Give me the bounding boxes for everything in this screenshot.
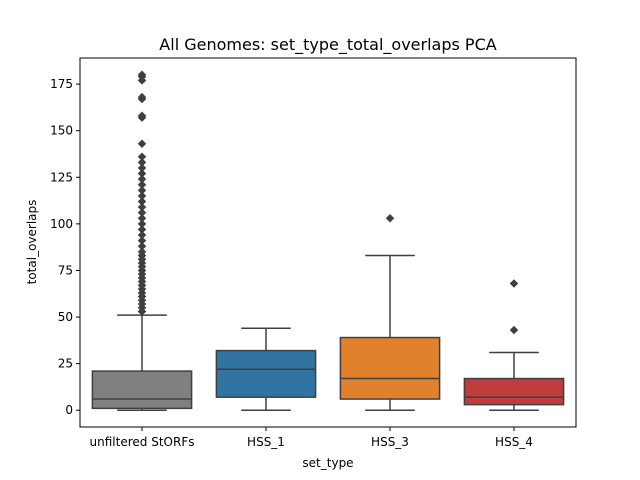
outlier-point (137, 111, 147, 121)
y-axis: 0 25 50 75 100 125 150 175 (50, 77, 80, 417)
plot-area (91, 70, 565, 411)
plot-frame (79, 57, 577, 428)
outlier-point (137, 92, 147, 102)
outlier-point (137, 174, 147, 184)
outlier-point (137, 230, 147, 240)
outlier-point (137, 158, 147, 167)
outlier-point (137, 213, 147, 223)
outlier-point (137, 191, 147, 201)
y-tick-label: 25 (58, 357, 73, 371)
box-group-unfiltered-storfs (91, 70, 193, 411)
chart-title: All Genomes: set_type_total_overlaps PCA (159, 35, 496, 55)
x-axis-label: set_type (302, 456, 353, 470)
outlier-point (137, 208, 147, 218)
y-axis-label: total_overlaps (25, 200, 39, 285)
outlier-point (509, 325, 519, 335)
box-iqr (463, 377, 565, 406)
y-tick-label: 0 (65, 403, 73, 417)
box-iqr (91, 370, 193, 410)
outlier-point (137, 139, 147, 149)
y-tick-label: 100 (50, 217, 73, 231)
outlier-point (137, 202, 147, 212)
outlier-point (137, 241, 147, 251)
outlier-point (137, 197, 147, 206)
box-iqr (339, 336, 441, 400)
outlier-point (385, 213, 395, 223)
outlier-point (137, 219, 147, 229)
outlier-point (137, 225, 147, 234)
y-tick-label: 125 (50, 170, 73, 184)
y-tick-label: 75 (58, 263, 73, 277)
outlier-point (137, 185, 147, 195)
outlier-point (137, 152, 147, 162)
outlier-point (137, 180, 147, 190)
outlier-point (137, 236, 147, 245)
x-axis: unfiltered StORFs HSS_1 HSS_3 HSS_4 (90, 427, 533, 449)
box-group-hss-4 (463, 279, 565, 411)
x-tick-label: HSS_4 (495, 435, 533, 449)
outlier-point (509, 279, 519, 288)
box-group-hss-3 (339, 213, 441, 411)
y-tick-label: 150 (50, 124, 73, 138)
outlier-point (137, 163, 147, 173)
y-tick-label: 175 (50, 77, 73, 91)
box-iqr (215, 349, 317, 398)
x-tick-label: HSS_1 (247, 435, 285, 449)
x-tick-label: HSS_3 (371, 435, 409, 449)
outlier-point (137, 70, 147, 80)
x-tick-label: unfiltered StORFs (90, 435, 195, 449)
box-group-hss-1 (215, 327, 317, 411)
outlier-point (137, 169, 147, 178)
y-tick-label: 50 (58, 310, 73, 324)
outlier-point (137, 247, 147, 257)
